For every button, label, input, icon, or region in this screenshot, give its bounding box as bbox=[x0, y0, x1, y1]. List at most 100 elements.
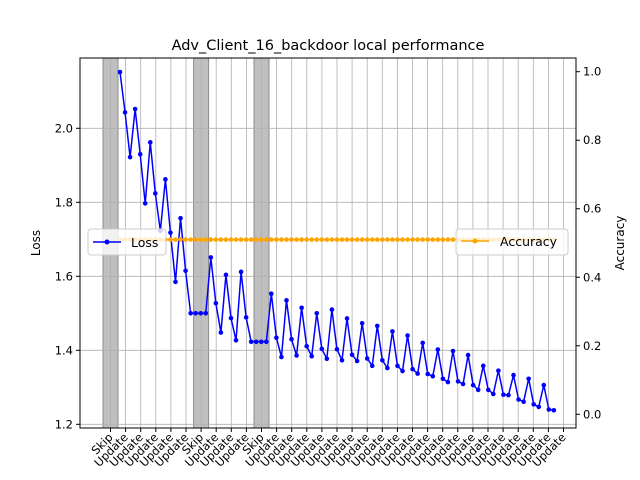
accuracy-point bbox=[390, 237, 395, 242]
loss-point bbox=[536, 404, 542, 410]
accuracy-point bbox=[430, 237, 436, 242]
y-left-tick-label: 1.4 bbox=[55, 343, 73, 357]
loss-point bbox=[314, 311, 320, 316]
loss-point bbox=[218, 330, 224, 335]
loss-point bbox=[475, 387, 481, 393]
loss-point bbox=[168, 230, 173, 235]
loss-point bbox=[319, 346, 325, 352]
loss-point bbox=[344, 316, 350, 321]
loss-point bbox=[258, 339, 264, 345]
loss-point bbox=[163, 177, 168, 182]
y-axis-right-label: Accuracy bbox=[613, 216, 627, 271]
loss-point bbox=[324, 356, 330, 362]
y-right-tick-label: 1.0 bbox=[583, 65, 601, 79]
loss-point bbox=[369, 363, 375, 369]
loss-point bbox=[440, 376, 446, 382]
accuracy-point bbox=[309, 237, 315, 242]
legend-loss: Loss bbox=[87, 228, 167, 256]
accuracy-point bbox=[238, 237, 244, 242]
y-axis-right: 0.0 0.2 0.4 0.6 0.8 1.0 bbox=[576, 65, 601, 421]
accuracy-point bbox=[400, 237, 405, 242]
loss-point bbox=[349, 352, 355, 358]
y-left-tick-label: 1.8 bbox=[55, 195, 73, 209]
loss-point bbox=[284, 298, 289, 303]
loss-point bbox=[526, 376, 531, 382]
y-axis-left: 1.2 1.4 1.6 1.8 2.0 bbox=[55, 121, 80, 431]
loss-point bbox=[415, 371, 420, 376]
accuracy-point bbox=[344, 237, 350, 242]
loss-point bbox=[238, 269, 244, 275]
loss-point bbox=[460, 381, 466, 387]
loss-point bbox=[137, 151, 143, 157]
loss-point bbox=[531, 402, 536, 407]
accuracy-point bbox=[178, 237, 183, 242]
loss-point bbox=[465, 352, 471, 358]
accuracy-point bbox=[223, 237, 229, 242]
loss-point bbox=[178, 215, 183, 221]
loss-point bbox=[153, 191, 158, 196]
y-left-tick-label: 1.2 bbox=[55, 417, 73, 431]
loss-point bbox=[193, 311, 198, 316]
loss-point bbox=[304, 343, 309, 349]
loss-point bbox=[253, 339, 259, 345]
loss-point bbox=[269, 291, 274, 296]
loss-point bbox=[395, 363, 400, 369]
loss-point bbox=[410, 366, 415, 372]
loss-point bbox=[309, 353, 315, 359]
legend-accuracy-label: Accuracy bbox=[500, 234, 558, 249]
loss-point bbox=[233, 338, 239, 343]
accuracy-point bbox=[395, 237, 400, 242]
y-axis-left-label: Loss bbox=[29, 230, 43, 256]
loss-point bbox=[400, 368, 405, 374]
loss-point bbox=[506, 392, 511, 398]
loss-point bbox=[264, 339, 269, 345]
loss-point bbox=[470, 382, 476, 388]
accuracy-point bbox=[324, 237, 330, 242]
loss-point bbox=[274, 335, 279, 341]
accuracy-point bbox=[284, 237, 289, 242]
y-right-tick-label: 0.0 bbox=[583, 407, 601, 421]
loss-point bbox=[294, 353, 299, 358]
accuracy-point bbox=[248, 237, 254, 242]
accuracy-point bbox=[435, 237, 441, 242]
y-left-tick-label: 1.6 bbox=[55, 269, 73, 283]
loss-point bbox=[390, 329, 395, 334]
loss-point bbox=[127, 154, 133, 160]
accuracy-point bbox=[374, 237, 380, 242]
loss-point bbox=[142, 201, 148, 206]
accuracy-point bbox=[289, 237, 294, 242]
loss-point bbox=[132, 106, 138, 112]
loss-point bbox=[501, 392, 506, 398]
accuracy-point bbox=[228, 237, 234, 242]
accuracy-point bbox=[339, 237, 345, 242]
accuracy-point bbox=[369, 237, 375, 242]
accuracy-point bbox=[208, 237, 214, 242]
accuracy-point bbox=[188, 237, 193, 242]
loss-point bbox=[430, 373, 436, 379]
loss-point bbox=[228, 315, 234, 321]
accuracy-point bbox=[415, 237, 420, 242]
loss-point bbox=[339, 357, 345, 363]
accuracy-point bbox=[274, 237, 279, 242]
legend-loss-label: Loss bbox=[131, 235, 158, 250]
loss-point bbox=[435, 347, 441, 352]
loss-point bbox=[147, 140, 153, 145]
loss-point bbox=[380, 357, 385, 363]
loss-point bbox=[248, 339, 254, 345]
loss-point bbox=[385, 365, 390, 371]
loss-point bbox=[364, 356, 370, 361]
accuracy-point bbox=[314, 237, 320, 242]
loss-point bbox=[279, 354, 284, 360]
accuracy-point bbox=[425, 237, 431, 242]
accuracy-point bbox=[183, 237, 188, 242]
loss-point bbox=[213, 301, 219, 306]
accuracy-point bbox=[349, 237, 355, 242]
loss-point bbox=[188, 311, 193, 316]
accuracy-point bbox=[213, 237, 219, 242]
chart-title: Adv_Client_16_backdoor local performance bbox=[172, 38, 485, 54]
y-right-tick-label: 0.8 bbox=[583, 133, 601, 147]
accuracy-point bbox=[279, 237, 284, 242]
accuracy-point bbox=[203, 237, 209, 242]
loss-point bbox=[354, 358, 360, 364]
y-left-tick-label: 2.0 bbox=[55, 121, 73, 135]
